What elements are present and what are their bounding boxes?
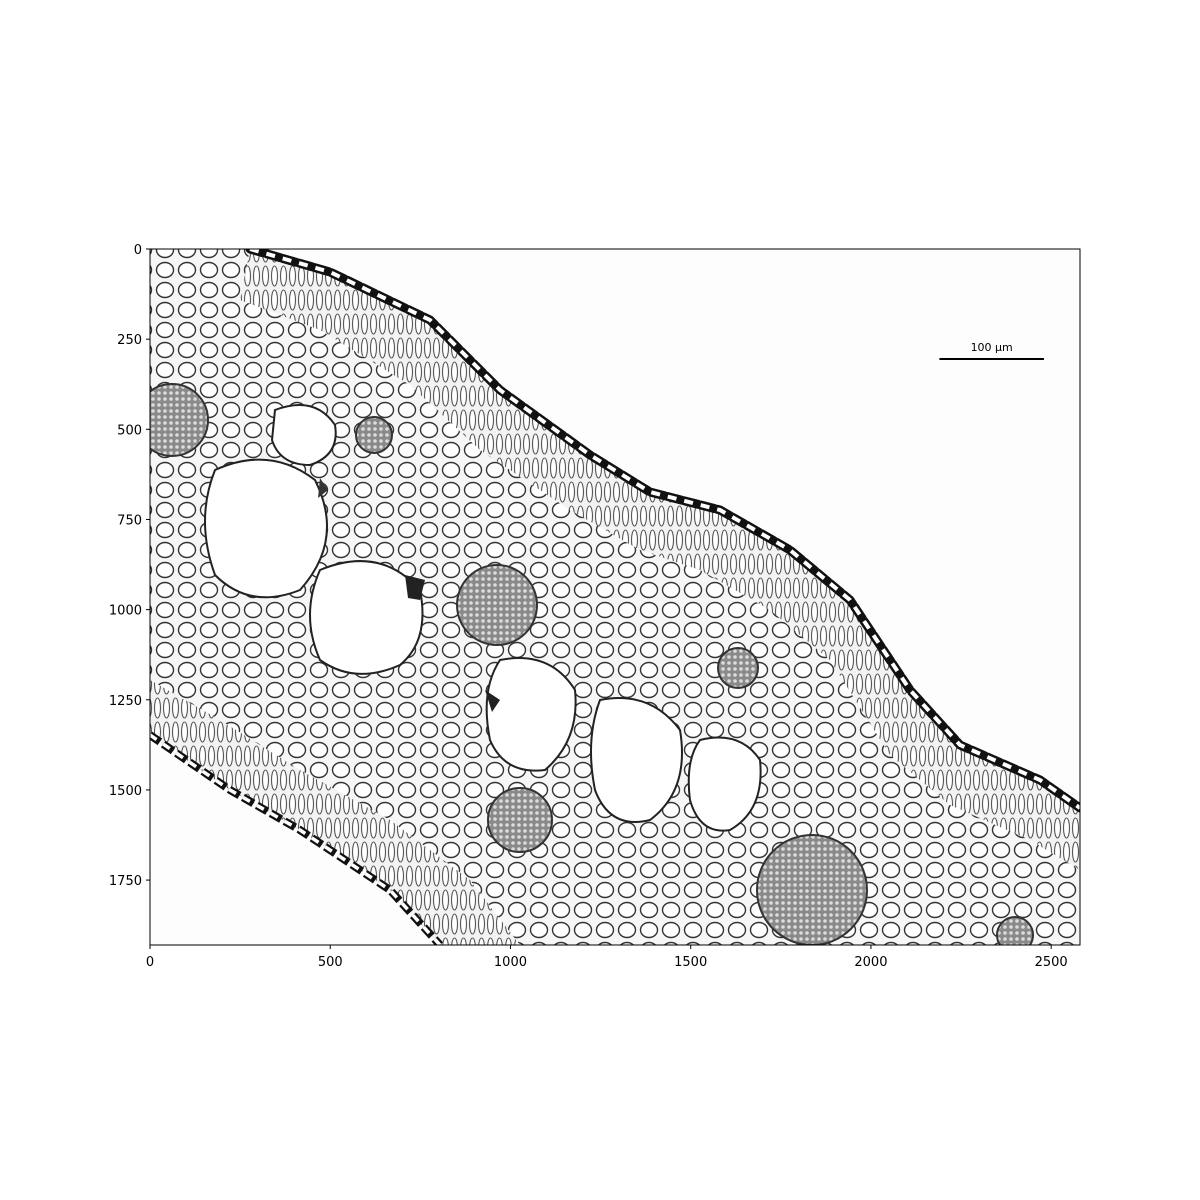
y-tick-label: 750 bbox=[117, 513, 142, 528]
vascular-bundle bbox=[150, 383, 209, 457]
y-axis: 0 250 500 750 1000 1250 1500 1750 bbox=[109, 243, 150, 889]
x-tick-label: 2000 bbox=[854, 955, 887, 970]
air-space bbox=[270, 404, 337, 467]
plot-frame bbox=[149, 248, 1081, 946]
y-tick-label: 1500 bbox=[109, 784, 142, 799]
y-tick-label: 0 bbox=[134, 243, 142, 258]
x-tick-label: 1000 bbox=[494, 955, 527, 970]
y-tick-label: 1000 bbox=[109, 604, 142, 619]
x-tick-label: 0 bbox=[146, 955, 154, 970]
air-space bbox=[204, 458, 328, 599]
y-tick-label: 1250 bbox=[109, 694, 142, 709]
air-space bbox=[485, 657, 577, 772]
x-axis: 0 500 1000 1500 2000 2500 bbox=[146, 945, 1068, 970]
y-tick-label: 500 bbox=[117, 423, 142, 438]
vascular-bundle bbox=[355, 416, 393, 454]
vascular-bundle bbox=[996, 916, 1034, 945]
x-tick-label: 1500 bbox=[674, 955, 707, 970]
palisade-layer bbox=[240, 249, 1080, 870]
vascular-bundle bbox=[756, 834, 868, 945]
air-space bbox=[309, 560, 424, 675]
vascular-bundle bbox=[487, 787, 553, 853]
y-tick-label: 250 bbox=[117, 333, 142, 348]
micrograph-image bbox=[150, 249, 1080, 945]
vascular-bundle bbox=[456, 564, 538, 646]
x-tick-label: 500 bbox=[318, 955, 343, 970]
air-space bbox=[687, 736, 762, 832]
scale-bar-label: 100 µm bbox=[971, 341, 1013, 354]
x-tick-label: 2500 bbox=[1035, 955, 1068, 970]
vascular-bundle bbox=[717, 647, 759, 689]
scale-bar: 100 µm bbox=[939, 341, 1044, 360]
y-tick-label: 1750 bbox=[109, 874, 142, 889]
air-space bbox=[590, 697, 683, 823]
